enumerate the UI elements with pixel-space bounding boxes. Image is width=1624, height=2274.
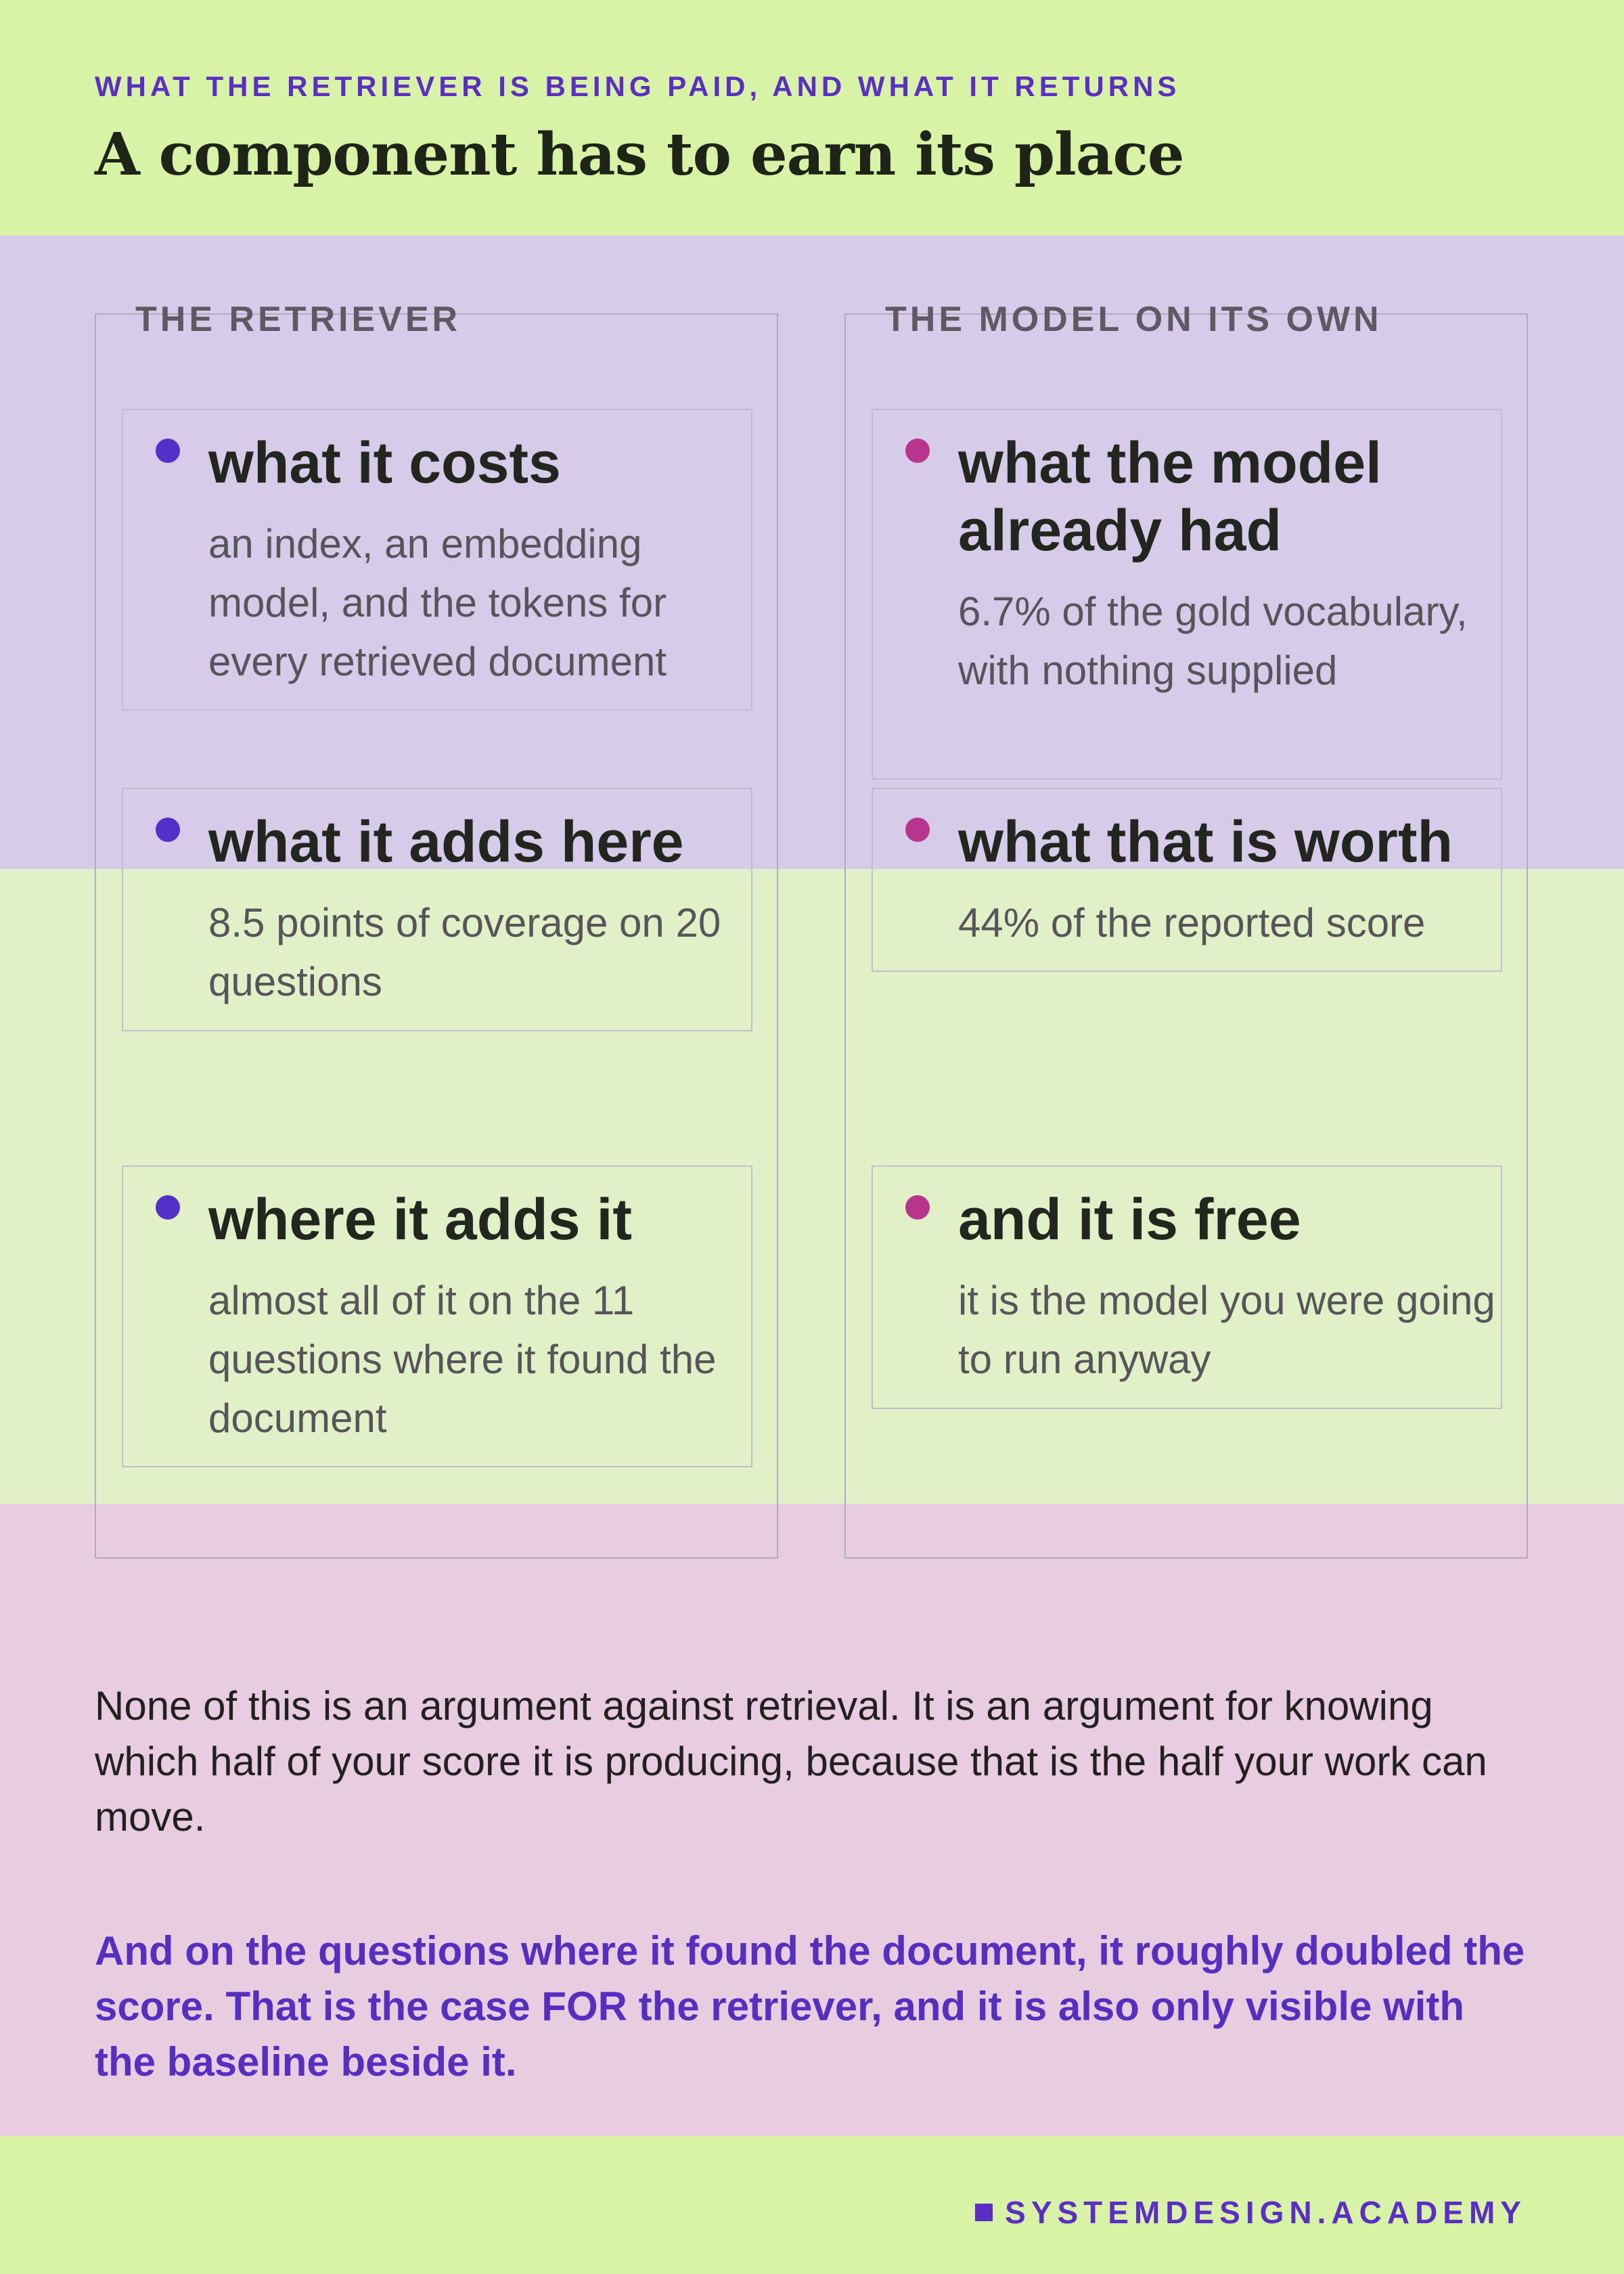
bullet-dot-icon [156,818,180,842]
green-band [0,869,1624,1504]
card-title: what that is worth [958,809,1453,874]
bullet-dot-icon [905,818,930,842]
card-title: what it costs [208,430,561,495]
closing-highlight: And on the questions where it found the … [95,1928,1525,2084]
model-column-heading: THE MODEL ON ITS OWN [885,300,1382,339]
page-title: A component has to earn its place [95,120,1185,189]
brand-mark: SYSTEMDESIGN.ACADEMY [975,2194,1527,2231]
card-body: 44% of the reported score [958,900,1426,945]
retriever-card-adds: what it adds here 8.5 points of coverage… [122,788,752,1031]
card-title: and it is free [958,1187,1301,1252]
card-title: what the model already had [958,430,1382,563]
eyebrow: WHAT THE RETRIEVER IS BEING PAID, AND WH… [95,70,1181,102]
model-card-already-had: what the model already had 6.7% of the g… [872,409,1502,780]
header-band [0,0,1624,236]
bullet-dot-icon [905,439,930,463]
closing-paragraph: None of this is an argument against retr… [95,1683,1487,1840]
retriever-card-where: where it adds it almost all of it on the… [122,1165,752,1467]
model-card-worth: what that is worth 44% of the reported s… [872,788,1502,972]
card-title: what it adds here [208,809,684,874]
card-body: it is the model you were going to run an… [958,1278,1495,1382]
card-body: 8.5 points of coverage on 20 questions [208,900,721,1004]
model-card-free: and it is free it is the model you were … [872,1165,1502,1409]
brand-name: SYSTEMDESIGN.ACADEMY [1005,2195,1527,2230]
bullet-dot-icon [905,1195,930,1220]
bullet-dot-icon [156,439,180,463]
footer-band [0,2136,1624,2274]
retriever-column-heading: THE RETRIEVER [135,300,461,339]
bullet-dot-icon [156,1195,180,1220]
retriever-column [95,313,778,1559]
pink-band [0,1504,1624,2136]
card-body: an index, an embedding model, and the to… [208,521,667,684]
card-title: where it adds it [208,1187,633,1252]
model-column [844,313,1528,1559]
card-body: 6.7% of the gold vocabulary, with nothin… [958,589,1468,693]
purple-band [0,236,1624,869]
square-icon [975,2204,993,2221]
retriever-card-cost: what it costs an index, an embedding mod… [122,409,752,711]
card-body: almost all of it on the 11 questions whe… [208,1278,717,1441]
